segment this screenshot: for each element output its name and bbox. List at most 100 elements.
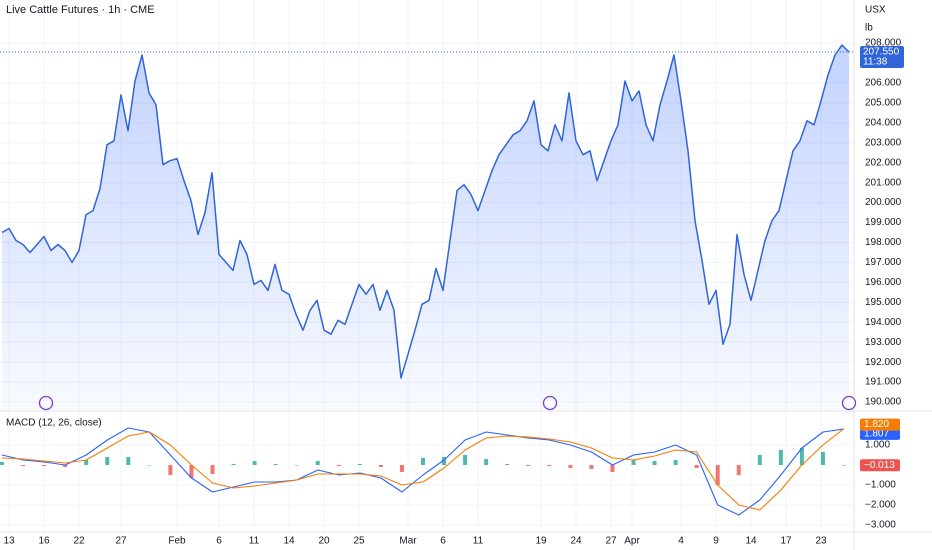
y-tick-label: 197.000 [865,257,902,268]
y-tick-label: 1.000 [865,440,890,451]
last-price-label: 207.550 [863,47,900,58]
y-tick-label: 194.000 [865,317,902,328]
last-value-box [860,459,900,472]
y-tick-label: 195.000 [865,297,902,308]
x-tick-label: 6 [440,536,446,547]
histogram-bar [0,462,4,465]
y-tick-label: 196.000 [865,277,902,288]
histogram-bar [357,464,362,465]
histogram-bar [526,465,531,466]
unit: lb [865,23,873,34]
histogram-bar [694,465,699,468]
y-tick-label: 205.000 [865,98,902,109]
x-tick-label: 9 [713,536,719,547]
x-tick-label: 25 [353,536,365,547]
histogram-bar [442,457,447,465]
y-tick-label: 203.000 [865,137,902,148]
last-price-box [860,46,904,69]
x-tick-label: 20 [318,536,330,547]
x-tick-label: 14 [745,536,757,547]
x-tick-label: Mar [399,536,417,547]
last-value-label: 1.820 [864,419,889,430]
histogram-bar [652,461,657,465]
x-tick-label: 11 [249,536,260,547]
histogram-bar [294,465,299,466]
histogram-bar [315,461,320,465]
y-tick-label: 198.000 [865,237,902,248]
histogram-bar [147,465,152,466]
histogram-bar [799,448,804,465]
histogram-bar [547,465,552,466]
histogram-bar [757,455,762,465]
histogram-bar [42,465,47,466]
histogram-bar [778,450,783,465]
y-tick-label: 200.000 [865,197,902,208]
x-tick-label: 27 [115,536,127,547]
y-tick-label: 199.000 [865,217,902,228]
indicator-line [1,428,845,511]
area-fill [2,45,849,410]
x-tick-label: Apr [624,536,640,547]
histogram-bar [84,460,89,465]
last-value-box [860,418,900,431]
currency: USX [865,5,886,16]
histogram-bar [820,452,825,465]
last-value-label: 1.807 [864,429,889,440]
histogram-bar [610,465,615,472]
indicator-line [1,427,845,516]
histogram-bar [168,465,173,475]
y-tick-label: −3.000 [865,520,896,531]
x-tick-label: 11 [473,536,484,547]
x-tick-label: 19 [535,536,547,547]
price-line [1,44,850,379]
histogram-bar [673,460,678,465]
x-tick-label: 16 [38,536,50,547]
histogram-bar [252,461,257,465]
histogram-bar [631,460,636,465]
histogram-bar [189,465,194,478]
y-tick-label: 190.000 [865,397,902,408]
histogram-bar [231,464,236,465]
x-tick-label: 23 [815,536,827,547]
y-tick-label: 208.000 [865,38,902,49]
x-tick-label: 6 [216,536,222,547]
histogram-bar [399,465,404,472]
x-tick-label: 13 [3,536,15,547]
y-tick-label: 202.000 [865,157,902,168]
y-tick-label: 204.000 [865,117,902,128]
indicator-title: MACD (12, 26, close) [6,418,102,429]
histogram-bar [21,465,26,466]
histogram-bar [463,455,468,465]
histogram-bar [63,465,68,467]
histogram-bar [126,457,131,465]
y-tick-label: −2.000 [865,500,896,511]
x-tick-label: 27 [605,536,617,547]
histogram-bar [421,458,425,465]
histogram-bar [736,465,741,475]
histogram-bar [336,465,341,466]
x-tick-label: 24 [570,536,582,547]
x-tick-label: 4 [678,536,684,547]
countdown: 11:38 [863,57,888,68]
histogram-bar [505,464,510,465]
histogram-bar [378,465,383,467]
histogram-bar [589,465,594,469]
y-tick-label: 191.000 [865,377,902,388]
histogram-bar [105,457,110,465]
x-tick-label: 14 [283,536,295,547]
histogram-bar [484,459,489,465]
x-tick-label: 17 [780,536,792,547]
y-tick-label: 201.000 [865,177,902,188]
y-tick-label: 192.000 [865,357,902,368]
chart-title: Live Cattle Futures · 1h · CME [6,4,155,16]
y-tick-label: −1.000 [865,480,896,491]
histogram-bar [273,464,278,465]
y-tick-label: 206.000 [865,78,902,89]
x-tick-label: 22 [73,536,85,547]
histogram-bar [715,465,720,485]
y-tick-label: 193.000 [865,337,902,348]
histogram-bar [210,465,215,474]
x-tick-label: Feb [168,536,186,547]
